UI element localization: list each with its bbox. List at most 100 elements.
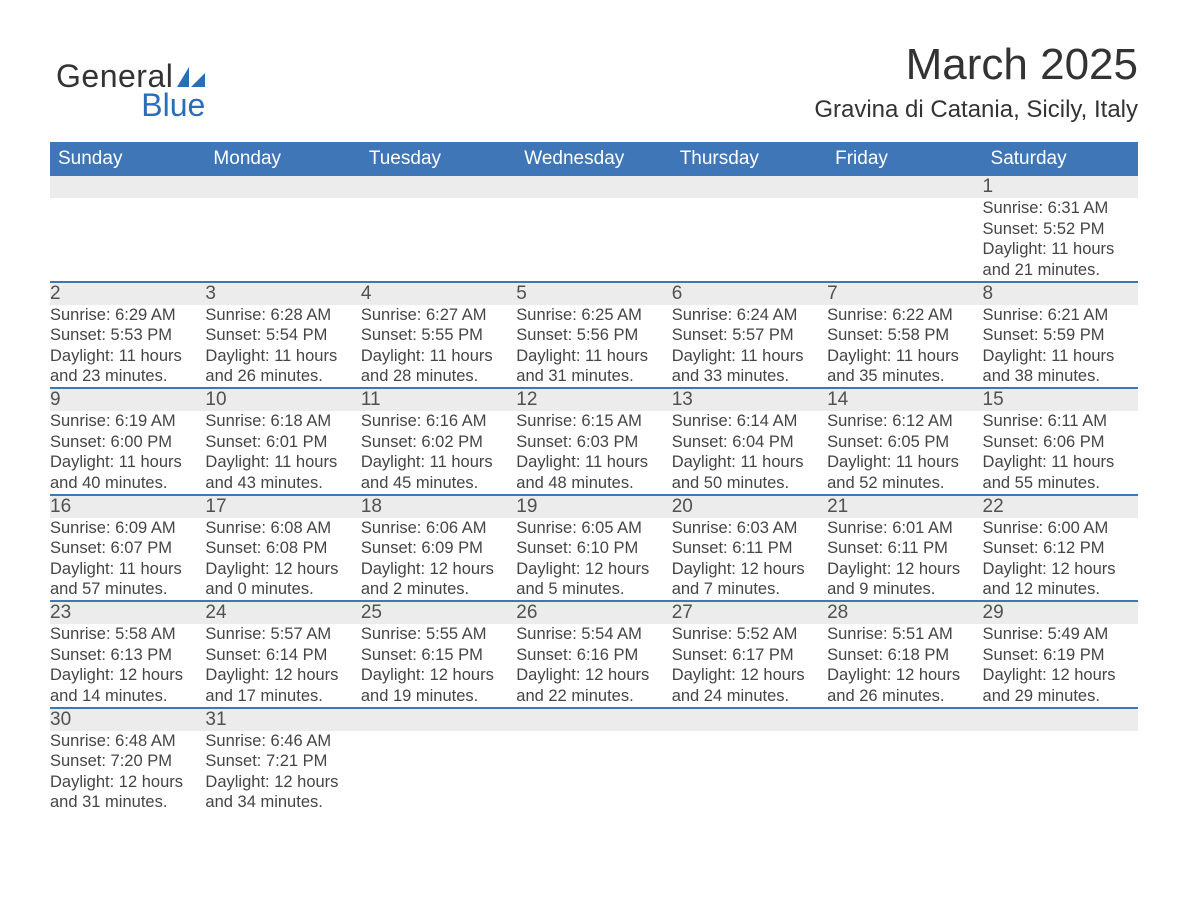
sunset-text: Sunset: 5:55 PM: [361, 325, 516, 346]
sunset-text: Sunset: 5:59 PM: [983, 325, 1138, 346]
daylight-text: Daylight: 12 hours and 29 minutes.: [983, 665, 1138, 706]
day-number: 3: [205, 282, 360, 305]
sunrise-text: Sunrise: 6:15 AM: [516, 411, 671, 432]
day-cell: [983, 731, 1138, 814]
sunset-text: Sunset: 6:15 PM: [361, 645, 516, 666]
sunset-text: Sunset: 6:05 PM: [827, 432, 982, 453]
day-cell: Sunrise: 5:57 AMSunset: 6:14 PMDaylight:…: [205, 624, 360, 708]
sunset-text: Sunset: 6:03 PM: [516, 432, 671, 453]
day-number: 15: [983, 388, 1138, 411]
title-block: March 2025 Gravina di Catania, Sicily, I…: [814, 40, 1138, 124]
day-number: 8: [983, 282, 1138, 305]
sunrise-text: Sunrise: 6:46 AM: [205, 731, 360, 752]
weekday-header: Saturday: [983, 142, 1138, 176]
day-cell: Sunrise: 6:28 AMSunset: 5:54 PMDaylight:…: [205, 305, 360, 389]
day-cell: Sunrise: 6:21 AMSunset: 5:59 PMDaylight:…: [983, 305, 1138, 389]
daylight-text: Daylight: 12 hours and 14 minutes.: [50, 665, 205, 706]
day-cell: Sunrise: 6:14 AMSunset: 6:04 PMDaylight:…: [672, 411, 827, 495]
weekday-header: Sunday: [50, 142, 205, 176]
day-number: [205, 176, 360, 198]
sunset-text: Sunset: 6:13 PM: [50, 645, 205, 666]
weekday-header: Monday: [205, 142, 360, 176]
sunset-text: Sunset: 5:58 PM: [827, 325, 982, 346]
day-cell: [205, 198, 360, 282]
daylight-text: Daylight: 12 hours and 9 minutes.: [827, 559, 982, 600]
sunset-text: Sunset: 6:12 PM: [983, 538, 1138, 559]
day-cell: Sunrise: 6:46 AMSunset: 7:21 PMDaylight:…: [205, 731, 360, 814]
daylight-text: Daylight: 11 hours and 31 minutes.: [516, 346, 671, 387]
daylight-text: Daylight: 12 hours and 17 minutes.: [205, 665, 360, 706]
day-cell: Sunrise: 5:52 AMSunset: 6:17 PMDaylight:…: [672, 624, 827, 708]
sunset-text: Sunset: 6:17 PM: [672, 645, 827, 666]
daylight-text: Daylight: 11 hours and 35 minutes.: [827, 346, 982, 387]
day-number: [50, 176, 205, 198]
day-cell: Sunrise: 6:06 AMSunset: 6:09 PMDaylight:…: [361, 518, 516, 602]
day-number: 7: [827, 282, 982, 305]
sunrise-text: Sunrise: 6:22 AM: [827, 305, 982, 326]
sunset-text: Sunset: 5:57 PM: [672, 325, 827, 346]
day-cell: Sunrise: 6:00 AMSunset: 6:12 PMDaylight:…: [983, 518, 1138, 602]
day-number: 10: [205, 388, 360, 411]
day-cell: [827, 731, 982, 814]
daylight-text: Daylight: 11 hours and 21 minutes.: [983, 239, 1138, 280]
day-number: [361, 176, 516, 198]
sunset-text: Sunset: 7:20 PM: [50, 751, 205, 772]
day-cell: [361, 731, 516, 814]
daylight-text: Daylight: 11 hours and 52 minutes.: [827, 452, 982, 493]
day-number: 21: [827, 495, 982, 518]
sunset-text: Sunset: 6:10 PM: [516, 538, 671, 559]
daylight-text: Daylight: 11 hours and 33 minutes.: [672, 346, 827, 387]
day-cell: [50, 198, 205, 282]
calendar-header-row: SundayMondayTuesdayWednesdayThursdayFrid…: [50, 142, 1138, 176]
day-number: 22: [983, 495, 1138, 518]
sunrise-text: Sunrise: 5:58 AM: [50, 624, 205, 645]
sunrise-text: Sunrise: 5:55 AM: [361, 624, 516, 645]
sunset-text: Sunset: 5:56 PM: [516, 325, 671, 346]
sunrise-text: Sunrise: 6:24 AM: [672, 305, 827, 326]
sunrise-text: Sunrise: 6:31 AM: [983, 198, 1138, 219]
day-number: 4: [361, 282, 516, 305]
day-number: [983, 708, 1138, 731]
day-cell: Sunrise: 6:05 AMSunset: 6:10 PMDaylight:…: [516, 518, 671, 602]
sunrise-text: Sunrise: 6:18 AM: [205, 411, 360, 432]
day-cell: Sunrise: 5:58 AMSunset: 6:13 PMDaylight:…: [50, 624, 205, 708]
daylight-text: Daylight: 12 hours and 7 minutes.: [672, 559, 827, 600]
sunrise-text: Sunrise: 6:05 AM: [516, 518, 671, 539]
sunset-text: Sunset: 6:06 PM: [983, 432, 1138, 453]
page-title: March 2025: [814, 40, 1138, 90]
day-number: 13: [672, 388, 827, 411]
day-number: 25: [361, 601, 516, 624]
daylight-text: Daylight: 11 hours and 26 minutes.: [205, 346, 360, 387]
sunrise-text: Sunrise: 6:11 AM: [983, 411, 1138, 432]
day-cell: Sunrise: 6:15 AMSunset: 6:03 PMDaylight:…: [516, 411, 671, 495]
day-cell: Sunrise: 6:01 AMSunset: 6:11 PMDaylight:…: [827, 518, 982, 602]
daylight-text: Daylight: 11 hours and 50 minutes.: [672, 452, 827, 493]
sunset-text: Sunset: 6:11 PM: [672, 538, 827, 559]
sunrise-text: Sunrise: 6:48 AM: [50, 731, 205, 752]
sunrise-text: Sunrise: 5:52 AM: [672, 624, 827, 645]
logo: General Blue: [56, 58, 205, 124]
daylight-text: Daylight: 12 hours and 0 minutes.: [205, 559, 360, 600]
day-number: [672, 176, 827, 198]
day-cell: Sunrise: 6:19 AMSunset: 6:00 PMDaylight:…: [50, 411, 205, 495]
sunset-text: Sunset: 7:21 PM: [205, 751, 360, 772]
sunset-text: Sunset: 6:07 PM: [50, 538, 205, 559]
daylight-text: Daylight: 11 hours and 38 minutes.: [983, 346, 1138, 387]
day-number: [516, 176, 671, 198]
sunrise-text: Sunrise: 6:19 AM: [50, 411, 205, 432]
daylight-text: Daylight: 11 hours and 28 minutes.: [361, 346, 516, 387]
sunset-text: Sunset: 6:09 PM: [361, 538, 516, 559]
day-number: 20: [672, 495, 827, 518]
sunset-text: Sunset: 6:14 PM: [205, 645, 360, 666]
day-cell: Sunrise: 6:27 AMSunset: 5:55 PMDaylight:…: [361, 305, 516, 389]
day-number: 28: [827, 601, 982, 624]
weekday-header: Friday: [827, 142, 982, 176]
daylight-text: Daylight: 12 hours and 31 minutes.: [50, 772, 205, 813]
logo-text-blue: Blue: [141, 87, 205, 124]
day-number: 31: [205, 708, 360, 731]
day-number: 26: [516, 601, 671, 624]
day-number: 11: [361, 388, 516, 411]
sunset-text: Sunset: 5:52 PM: [983, 219, 1138, 240]
day-number: 27: [672, 601, 827, 624]
day-cell: [672, 198, 827, 282]
